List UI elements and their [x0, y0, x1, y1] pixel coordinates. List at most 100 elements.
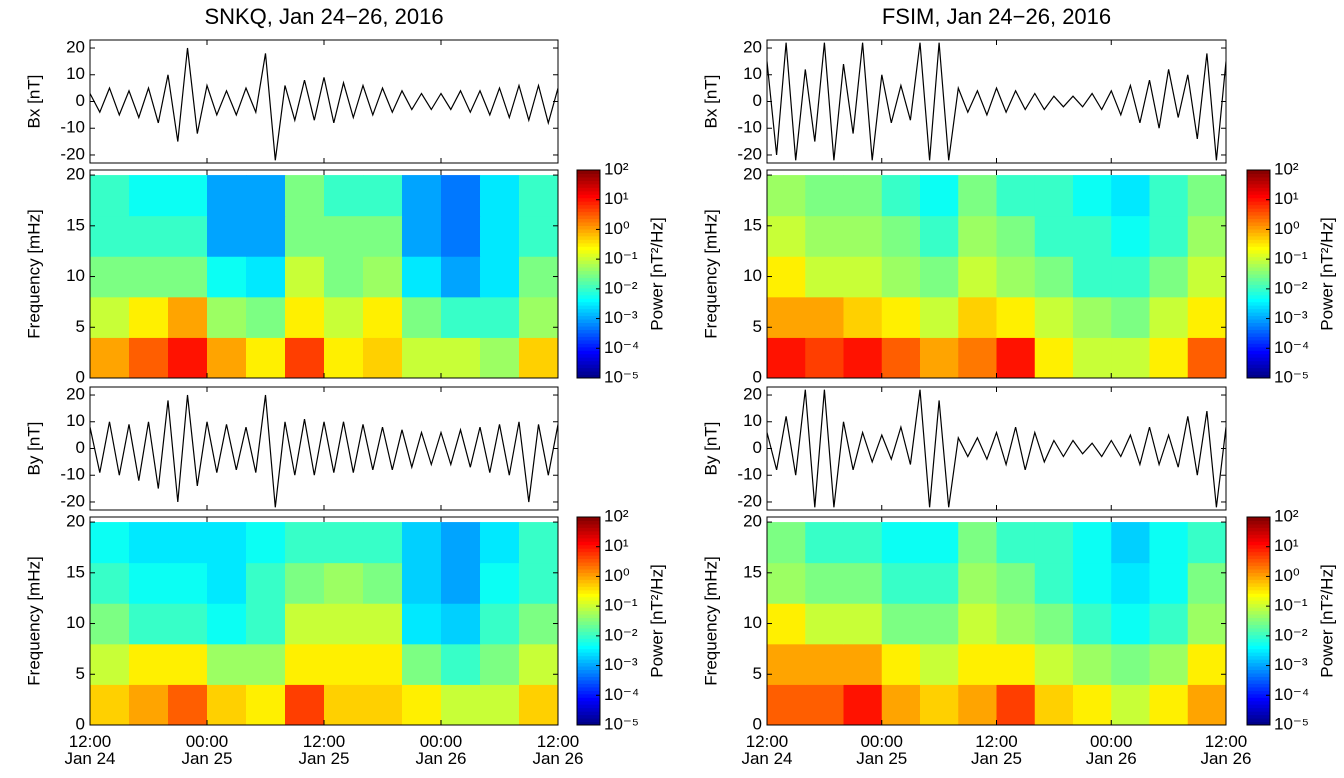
y-axis-label: By [nT]	[701, 422, 720, 476]
colorbar-step	[577, 572, 600, 577]
x-tick-label: 00:00 Jan 25	[856, 732, 908, 768]
colorbar-step	[1247, 263, 1270, 268]
x-tick-label: 12:00 Jan 25	[970, 732, 1023, 768]
colorbar-step	[577, 308, 600, 313]
heatmap-cell	[90, 562, 130, 604]
heatmap-cell	[363, 522, 403, 564]
heatmap-cell	[324, 296, 364, 338]
heatmap-cell	[996, 296, 1036, 338]
colorbar-step	[577, 617, 600, 622]
heatmap-cell	[324, 337, 364, 378]
colorbar-step	[577, 669, 600, 674]
heatmap-cell	[441, 603, 481, 645]
colorbar-tick-label: 10⁻³	[1274, 308, 1308, 327]
colorbar-step	[1247, 364, 1270, 369]
heatmap-cell	[519, 562, 558, 604]
heatmap-cell	[480, 684, 520, 725]
heatmap-cell	[246, 562, 286, 604]
plot-area	[90, 394, 558, 508]
colorbar-step	[1247, 239, 1270, 244]
heatmap-cell	[480, 175, 520, 217]
colorbar-step	[577, 607, 600, 612]
heatmap-cell	[246, 643, 286, 685]
colorbar-step	[577, 638, 600, 643]
heatmap-cell	[881, 215, 921, 257]
colorbar-step	[1247, 305, 1270, 310]
colorbar-tick-label: 10²	[1274, 506, 1299, 525]
colorbar-step	[577, 610, 600, 615]
heatmap-cell	[402, 684, 442, 725]
colorbar-step	[577, 225, 600, 230]
colorbar-step	[577, 183, 600, 188]
heatmap-cell	[805, 256, 844, 298]
y-tick-label: 10	[743, 613, 762, 632]
heatmap-cell	[1073, 562, 1112, 604]
colorbar-step	[577, 249, 600, 254]
heatmap-cell	[1149, 522, 1189, 564]
colorbar-step	[577, 332, 600, 337]
colorbar-step	[1247, 603, 1270, 608]
heatmap-cell	[480, 603, 520, 645]
heatmap-cell	[881, 643, 921, 685]
heatmap-cell	[168, 522, 208, 564]
heatmap-cell	[324, 684, 364, 725]
colorbar-step	[577, 339, 600, 344]
colorbar-step	[577, 530, 600, 535]
heatmap-cell	[881, 603, 921, 645]
colorbar-step	[1247, 683, 1270, 688]
y-tick-label: 5	[753, 317, 762, 336]
heatmap-cell	[519, 296, 558, 338]
plot-area	[767, 175, 1226, 378]
heatmap-cell	[207, 175, 247, 217]
colorbar-step	[577, 582, 600, 587]
colorbar-step	[577, 374, 600, 379]
colorbar-frame	[1246, 516, 1271, 726]
x-tick-label: 00:00 Jan 25	[181, 732, 233, 768]
colorbar-step	[1247, 308, 1270, 313]
heatmap-cell	[90, 215, 130, 257]
colorbar-step	[1247, 544, 1270, 549]
y-tick-label: 20	[743, 38, 762, 57]
colorbar-step	[577, 194, 600, 199]
colorbar-step	[1247, 218, 1270, 223]
colorbar-step	[1247, 326, 1270, 330]
colorbar-step	[577, 631, 600, 636]
heatmap-cell	[805, 643, 844, 685]
colorbar-tick-label: 10⁰	[604, 219, 630, 238]
y-axis-label: Bx [nT]	[24, 75, 43, 129]
colorbar-step	[577, 301, 600, 306]
heatmap-cell	[996, 256, 1036, 298]
heatmap-cell	[1073, 684, 1112, 725]
heatmap-cell	[1111, 256, 1150, 298]
heatmap-cell	[1149, 256, 1189, 298]
heatmap-cell	[996, 522, 1036, 564]
heatmap-cell	[441, 522, 481, 564]
colorbar-step	[1247, 287, 1270, 292]
heatmap-cell	[920, 256, 959, 298]
colorbar-step	[1247, 350, 1270, 355]
colorbar-step	[577, 655, 600, 660]
plot-area	[90, 522, 558, 725]
colorbar-step	[1247, 645, 1270, 650]
colorbar-step	[1247, 655, 1270, 660]
colorbar-tick-label: 10⁻³	[1274, 655, 1308, 674]
colorbar-step	[1247, 607, 1270, 612]
heatmap-cell	[168, 337, 208, 378]
heatmap-cell	[1187, 256, 1226, 298]
colorbar-step	[1247, 170, 1270, 174]
colorbar-step	[1247, 357, 1270, 362]
colorbar-step	[1247, 201, 1270, 206]
plot-area	[767, 389, 1226, 508]
axes-frame	[89, 39, 559, 164]
heatmap-cell	[958, 684, 997, 725]
colorbar-step	[1247, 679, 1270, 684]
colorbar-step	[577, 600, 600, 605]
y-tick-label: -10	[737, 118, 762, 137]
heatmap-cell	[285, 562, 325, 604]
y-tick-label: 10	[66, 411, 85, 430]
heatmap-cell	[881, 522, 921, 564]
y-tick-label: 20	[66, 512, 85, 531]
heatmap-cell	[1187, 603, 1226, 645]
heatmap-cell	[207, 215, 247, 257]
